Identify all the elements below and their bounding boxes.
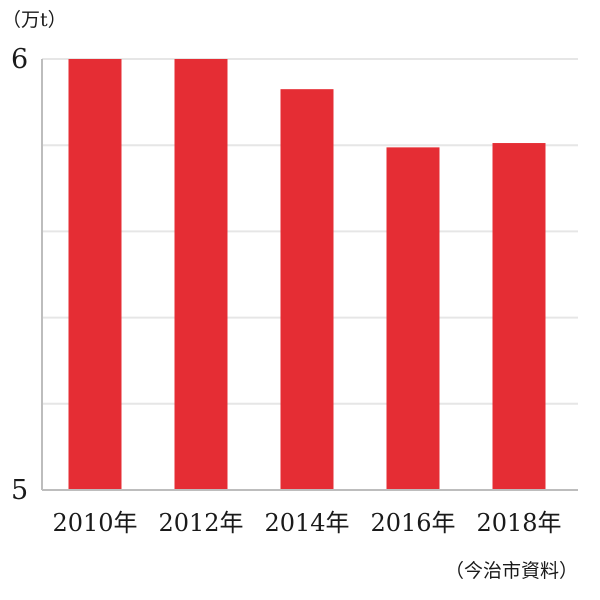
x-tick-label: 2010年 (52, 509, 137, 537)
y-tick-label: 5 (11, 475, 28, 506)
bar (280, 89, 334, 491)
y-tick-labels: 56 (11, 44, 28, 506)
bars (68, 59, 546, 491)
bar (492, 143, 546, 491)
source-label: （今治市資料） (445, 560, 578, 582)
unit-label: （万t） (2, 9, 67, 31)
bar (68, 59, 122, 490)
x-tick-label: 2014年 (264, 509, 349, 537)
bar (386, 147, 440, 491)
y-tick-label: 6 (11, 44, 28, 75)
x-tick-label: 2016年 (370, 509, 455, 537)
x-tick-label: 2018年 (476, 509, 561, 537)
axes (41, 59, 578, 491)
bar (174, 59, 228, 490)
x-tick-labels: 2010年 2012年 2014年 2016年 2018年 (52, 509, 561, 537)
x-tick-label: 2012年 (158, 509, 243, 537)
